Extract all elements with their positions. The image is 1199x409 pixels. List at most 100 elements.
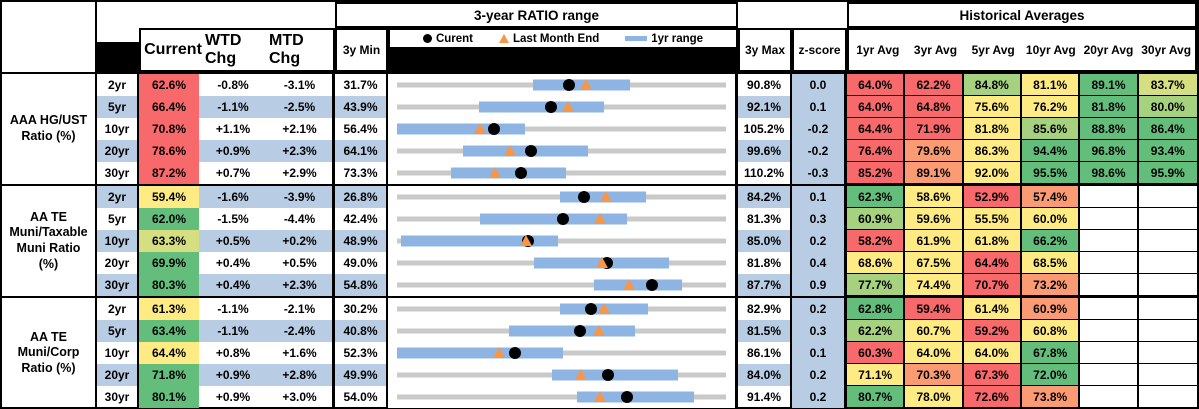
avg-cell-20yr [1080,364,1139,386]
avg-cell-30yr: 86.4% [1138,118,1197,140]
z-score-cell: -0.3 [792,162,847,184]
current-dot [563,79,575,91]
avg-cell-20yr [1080,386,1139,408]
chart-legend: Curent Last Month End 1yr range [390,30,736,47]
avg-cell-1yr: 80.7% [847,386,906,408]
mtd-chg-cell: +2.3% [267,274,335,296]
current-dot [646,279,658,291]
mtd-chg-cell: -2.4% [267,320,335,342]
avg-cell-1yr: 60.3% [847,342,906,364]
current-dot [577,191,590,203]
avg-column-header-20yr: 20yr Avg [1083,43,1134,57]
mtd-chg-column-header: MTD Chg [269,32,304,67]
legend-label: Last Month End [513,32,600,45]
avg-cell-1yr: 68.6% [847,252,906,274]
last-month-end-triangle [580,78,593,90]
tenor-label: 20yr [97,364,139,386]
range-chart [397,386,726,408]
avg-cell-10yr: 73.2% [1021,274,1081,296]
range-chart [397,186,726,208]
avg-cell-10yr: 60.9% [1021,298,1081,320]
legend-label: 1yr range [651,32,704,45]
avg-cell-20yr: 81.8% [1080,96,1139,118]
last-month-end-triangle [493,346,506,358]
header-spacer [97,2,335,28]
avg-cell-30yr [1138,186,1197,208]
z-score-cell: 0.3 [792,208,847,230]
3y-min-cell: 48.9% [335,230,388,252]
wtd-chg-cell: +0.4% [199,274,267,296]
tenor-label: 10yr [97,118,139,140]
z-score-cell: -0.2 [792,118,847,140]
last-month-end-triangle [473,122,486,134]
range-chart-header: Curent Last Month End 1yr range [388,28,738,72]
3y-min-cell: 49.0% [335,252,388,274]
3y-max-cell: 85.0% [738,230,792,252]
wtd-chg-cell: +0.7% [215,166,251,180]
mtd-chg-cell: -3.1% [267,74,335,96]
3y-max-cell: 84.0% [738,364,792,386]
3y-max-column-header: 3y Max [738,28,792,72]
avg-cell-30yr [1138,298,1197,320]
avg-cell-3yr: 58.6% [905,186,964,208]
avg-cell-30yr: 95.9% [1138,162,1197,184]
range-chart [397,208,726,230]
wtd-chg-cell: +0.8% [215,346,251,360]
range-chart-cell [388,298,738,320]
avg-cell-3yr: 64.8% [905,96,964,118]
table-row: 5yr 66.4% -1.1% -2.5% 43.9% 92.1% 0.1 64… [97,96,1197,118]
legend-label: Curent [435,32,474,45]
avg-cell-5yr: 67.3% [963,364,1022,386]
last-month-end-triangle-icon [499,34,510,43]
current-dot [573,325,586,337]
avg-cell-5yr: 75.6% [963,96,1022,118]
last-month-end-triangle [598,302,611,314]
table-row: 10yr 70.8% +1.1% +2.1% 56.4% 105.2% -0.2… [97,118,1197,140]
mtd-chg-cell: -4.4% [267,208,335,230]
wtd-chg-cell: +0.9% [215,390,251,404]
wtd-chg-cell: -0.8% [217,78,249,92]
table-row: 20yr 78.6% +0.9% +2.3% 64.1% 99.6% -0.2 … [97,140,1197,162]
avg-cell-5yr: 84.8% [963,74,1022,96]
avg-cell-3yr: 70.3% [905,364,964,386]
current-cell: 59.4% [139,186,199,208]
tenor-label: 30yr [97,274,139,296]
range-track [397,238,726,244]
range-chart [397,140,726,162]
range-chart [397,252,726,274]
wtd-chg-cell: -1.1% [199,96,267,118]
1yr-range-bar [577,391,695,403]
wtd-chg-cell: +0.5% [199,230,267,252]
current-dot-icon [422,34,432,43]
avg-cell-20yr: 88.8% [1080,118,1139,140]
current-dot [525,145,538,157]
mtd-chg-cell: +1.6% [267,342,335,364]
1yr-range-bar [508,325,636,337]
range-chart-cell [388,96,738,118]
avg-cell-10yr: 72.0% [1021,364,1081,386]
last-month-end-triangle [575,368,588,380]
avg-cell-3yr: 67.5% [905,252,964,274]
current-dot [602,369,615,381]
wtd-chg-cell: +0.4% [215,256,251,270]
avg-cell-3yr: 74.4% [905,274,964,296]
avg-cell-3yr: 60.7% [905,320,964,342]
table-row: 20yr 71.8% +0.9% +2.8% 49.9% 84.0% 0.2 7… [97,364,1197,386]
range-chart-cell [388,252,738,274]
legend-item-1yr-range: 1yr range [625,33,703,45]
table-row: 10yr 64.4% +0.8% +1.6% 52.3% 86.1% 0.1 6… [97,342,1197,364]
table-row: 5yr 63.4% -1.1% -2.4% 40.8% 81.5% 0.3 62… [97,320,1197,342]
table-row: 10yr 63.3% +0.5% +0.2% 48.9% 85.0% 0.2 5… [97,230,1197,252]
tenor-column-header [97,28,139,72]
avg-column-header-10yr: 10yr Avg [1025,43,1076,57]
3y-max-cell: 92.1% [738,96,792,118]
avg-cell-3yr: 61.9% [905,230,964,252]
avg-cell-5yr: 52.9% [963,186,1022,208]
3y-min-cell: 56.4% [335,118,388,140]
avg-column-header-3yr: 3yr Avg [913,43,958,57]
group-rows: 2yr 61.3% -1.1% -2.1% 30.2% 82.9% 0.2 62… [97,298,1197,408]
range-chart [397,96,726,118]
table-header: 3-year RATIO range Historical Averages C… [2,2,1197,74]
